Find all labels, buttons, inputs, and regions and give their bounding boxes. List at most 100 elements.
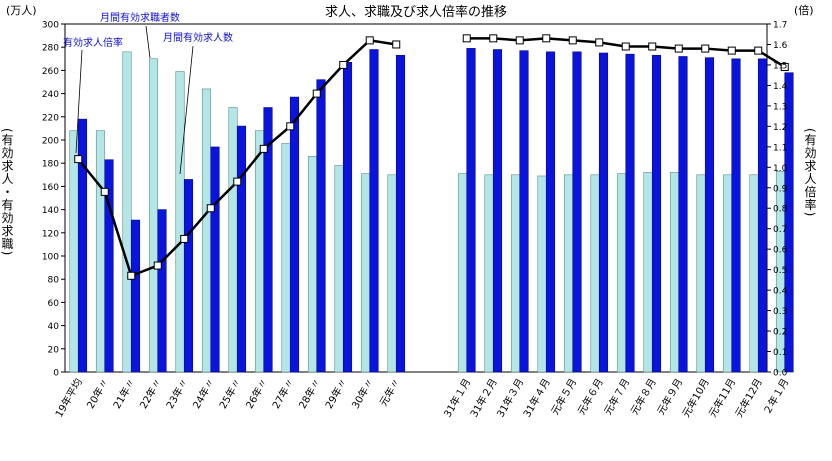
chart-title: 求人、求職及び求人倍率の推移	[325, 4, 507, 20]
bar-job-openings	[651, 55, 662, 373]
bar-job-openings	[157, 209, 167, 373]
bar-job-openings	[77, 118, 88, 373]
bar-job-openings	[395, 55, 406, 373]
bar-job-seekers	[643, 172, 653, 373]
bar-job-openings	[492, 49, 503, 373]
ratio-line-layer	[74, 34, 789, 280]
left-tick-label: 160	[42, 183, 59, 193]
bar-job-seekers	[563, 174, 574, 373]
bar-job-seekers	[307, 155, 318, 373]
bar-job-seekers	[722, 174, 733, 373]
left-tick-label: 260	[42, 67, 59, 77]
bars-layer	[69, 48, 794, 373]
bar-job-openings	[757, 58, 768, 373]
bar-job-openings	[316, 79, 326, 373]
bar-job-seekers	[510, 174, 521, 373]
right-tick-label: 1.5	[773, 61, 787, 71]
bar-job-seekers	[696, 174, 706, 373]
x-tick-label: ２年１月	[760, 376, 791, 417]
x-tick-label: 元年７月	[601, 376, 632, 417]
right-tick-label: 0.6	[773, 246, 788, 256]
x-tick-label: 29年〃	[322, 376, 350, 411]
left-tick-label: 180	[42, 160, 59, 170]
right-tick-label: 1.3	[773, 102, 787, 112]
x-tick-label: 26年〃	[243, 376, 271, 411]
bar-job-seekers	[590, 174, 600, 373]
ratio-point	[780, 62, 789, 71]
ratio-point	[674, 44, 683, 53]
x-tick-label: 元年９月	[654, 376, 685, 417]
bar-job-seekers	[69, 130, 79, 373]
ratio-point	[259, 144, 268, 153]
x-tick-label: 30年〃	[349, 376, 377, 411]
x-tick-label: 28年〃	[296, 376, 324, 411]
bar-job-seekers	[228, 107, 238, 373]
ratio-point	[153, 261, 162, 270]
bar-job-seekers	[122, 51, 132, 373]
bar-job-openings	[183, 179, 194, 373]
right-tick-label: 1.7	[773, 21, 787, 31]
bar-job-openings	[545, 51, 556, 373]
annotation-seekers-leader	[145, 25, 151, 59]
left-tick-label: 20	[48, 345, 60, 355]
annotation-openings-leader	[179, 45, 194, 175]
plot-area	[64, 23, 768, 373]
bar-job-openings	[263, 107, 273, 373]
right-tick-label: 1.6	[773, 41, 788, 51]
annotation-ratio-leader	[75, 49, 83, 154]
bar-job-openings	[572, 51, 582, 373]
bar-job-openings	[598, 52, 609, 373]
left-tick-label: 120	[42, 229, 59, 239]
ratio-point	[233, 177, 242, 186]
bar-job-openings	[369, 49, 379, 373]
bar-job-seekers	[201, 88, 212, 373]
right-tick-label: 0.2	[773, 328, 787, 338]
bar-job-openings	[210, 146, 220, 373]
ratio-point	[568, 36, 577, 45]
bar-job-openings	[236, 125, 247, 373]
bar-job-seekers	[360, 173, 371, 373]
right-tick-label: 0.3	[773, 307, 787, 317]
left-tick-label: 300	[42, 21, 59, 31]
x-tick-label: 元年６月	[575, 376, 606, 417]
ratio-point	[180, 234, 189, 243]
right-axis-unit: (倍)	[794, 3, 814, 17]
x-tick-label: 20年〃	[84, 376, 112, 411]
ratio-point	[100, 187, 109, 196]
ratio-point	[127, 271, 136, 280]
ratio-point	[648, 42, 657, 51]
left-tick-label: 100	[42, 253, 59, 263]
plot-border	[64, 23, 768, 373]
bar-job-openings	[130, 219, 141, 373]
bar-job-seekers	[749, 174, 759, 373]
ratio-point	[595, 38, 604, 47]
annotation-openings: 月間有効求人数	[163, 31, 233, 44]
bar-job-openings	[104, 159, 114, 373]
left-tick-label: 240	[42, 90, 59, 100]
x-tick-label: 21年〃	[110, 376, 138, 411]
right-axis-label: (有効求人倍率)	[803, 128, 817, 218]
bar-job-openings	[625, 53, 635, 373]
ratio-point	[392, 40, 401, 49]
bar-job-seekers	[148, 58, 159, 373]
x-tick-label: 19年平均	[52, 376, 85, 420]
ratio-point	[312, 89, 321, 98]
bar-job-openings	[731, 58, 741, 373]
right-tick-label: 0.1	[773, 348, 787, 358]
right-tick-label: 0.9	[773, 184, 788, 194]
bar-job-seekers	[457, 173, 468, 373]
ratio-point	[74, 155, 83, 164]
right-tick-label: 1.2	[773, 123, 787, 133]
left-axis-label: (有効求人・有効求職)	[0, 128, 14, 257]
bar-job-seekers	[669, 172, 680, 373]
left-tick-label: 140	[42, 206, 59, 216]
left-tick-label: 0	[53, 369, 59, 379]
bar-job-seekers	[537, 175, 547, 373]
ratio-point	[542, 34, 551, 43]
annotation-seekers: 月間有効求職者数	[100, 11, 180, 24]
bar-job-seekers	[175, 71, 185, 373]
bar-job-openings	[704, 57, 715, 373]
bar-job-openings	[519, 50, 529, 373]
right-tick-label: 0.5	[773, 266, 787, 276]
right-tick-label: 1.4	[773, 82, 788, 92]
